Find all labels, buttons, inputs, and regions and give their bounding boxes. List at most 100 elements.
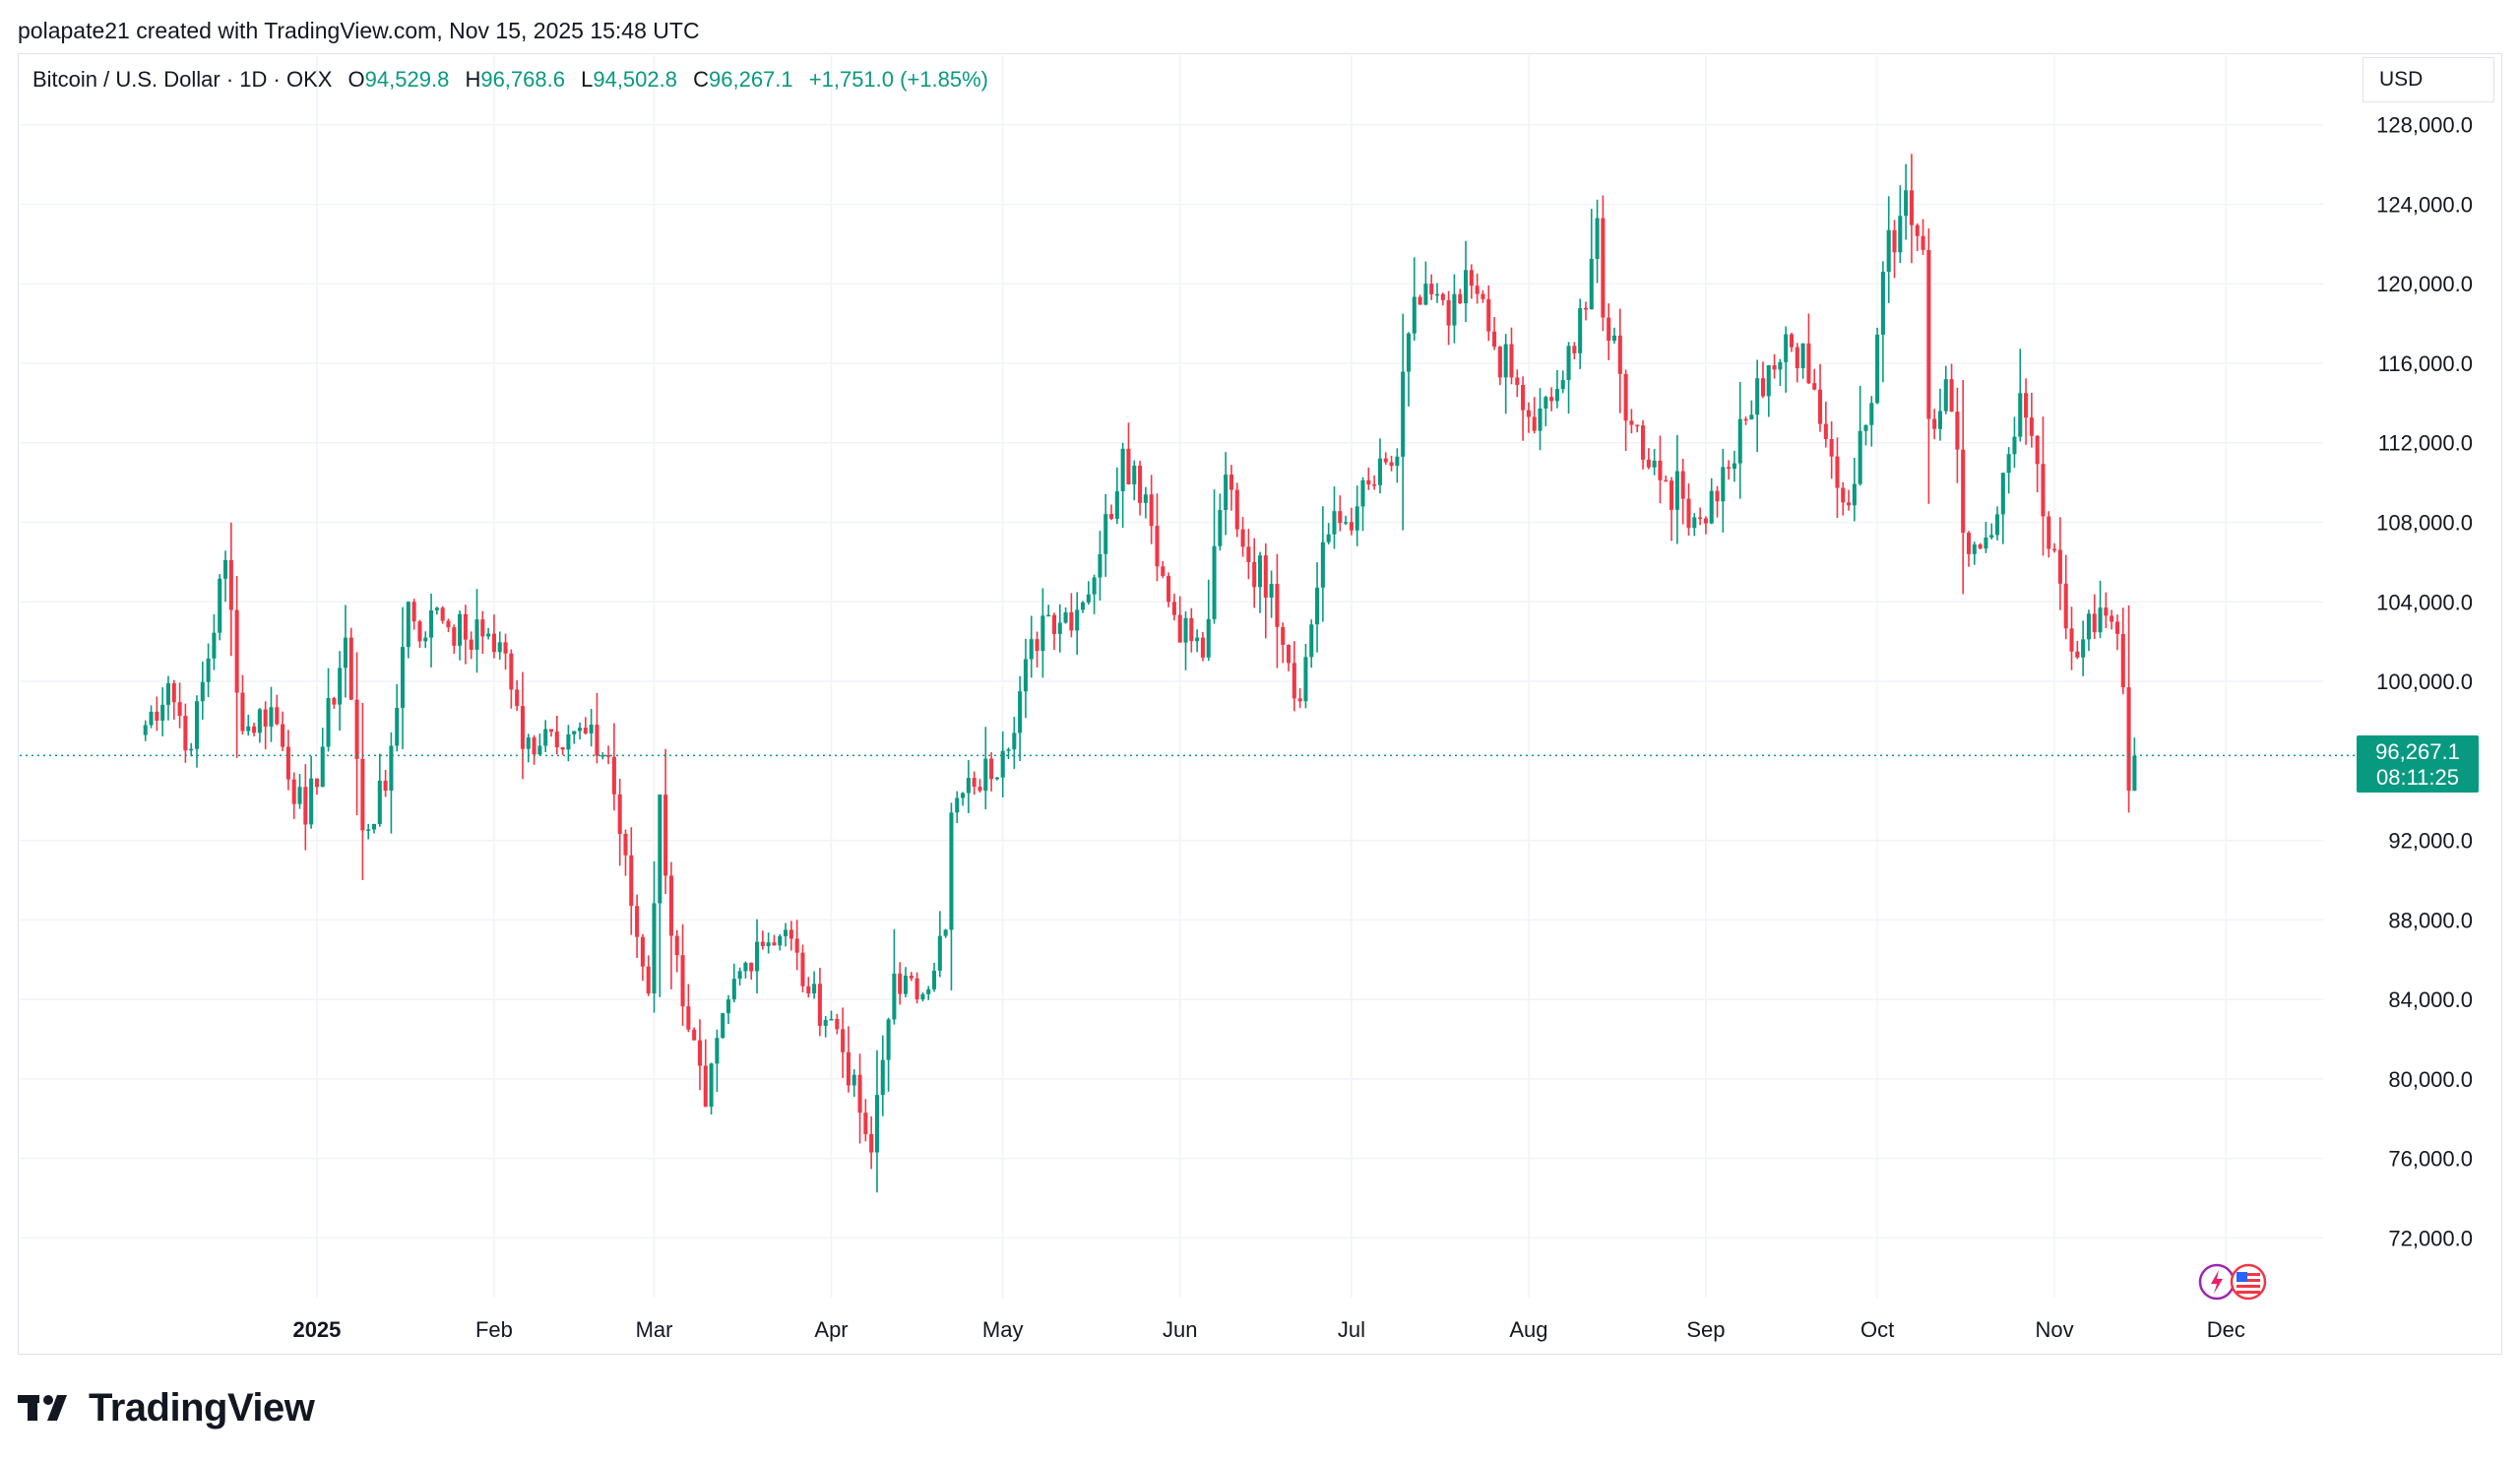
candle-body xyxy=(1475,286,1480,294)
us-flag-event-icon[interactable] xyxy=(2230,1263,2267,1301)
candle-body xyxy=(715,1038,720,1064)
candle xyxy=(1206,579,1211,662)
candle xyxy=(611,723,616,811)
candle xyxy=(646,955,651,996)
candle-body xyxy=(652,903,657,994)
candle-body xyxy=(606,755,611,757)
chart-frame[interactable] xyxy=(18,53,2502,1355)
candle-body xyxy=(841,1029,846,1052)
candle-body xyxy=(1212,545,1217,619)
candle xyxy=(1401,313,1406,531)
candle xyxy=(1395,448,1400,483)
candle-body xyxy=(252,726,257,733)
candle-body xyxy=(1635,424,1640,427)
price-tick-label: 88,000.0 xyxy=(2388,908,2473,932)
candle-body xyxy=(1006,749,1011,751)
candle-body xyxy=(1646,459,1651,468)
candle xyxy=(1955,387,1960,483)
candle xyxy=(2114,614,2119,651)
candle-body xyxy=(835,1018,840,1030)
candle xyxy=(755,919,760,993)
candle xyxy=(1721,448,1726,533)
candle xyxy=(989,752,994,792)
candle xyxy=(189,742,194,757)
candle xyxy=(1578,298,1583,369)
candle xyxy=(1961,380,1966,595)
event-icons[interactable] xyxy=(2198,1262,2271,1302)
candle xyxy=(1497,346,1502,386)
candle xyxy=(2098,580,2103,639)
candle xyxy=(778,933,783,951)
candle-body xyxy=(548,729,554,732)
candle-body xyxy=(2114,621,2119,634)
candle-body xyxy=(257,709,262,733)
candle xyxy=(880,1035,885,1116)
candle-body xyxy=(1469,270,1474,286)
candle xyxy=(463,604,468,665)
candle xyxy=(1943,365,1948,414)
candle-body xyxy=(1063,611,1068,623)
candle-body xyxy=(943,929,948,936)
candle-body xyxy=(1572,346,1577,353)
candle-body xyxy=(515,689,520,707)
candle-body xyxy=(2063,583,2068,629)
candle xyxy=(749,962,754,981)
candle xyxy=(1880,261,1885,383)
lightning-event-icon[interactable] xyxy=(2198,1263,2236,1301)
candle-body xyxy=(784,929,788,937)
candle-body xyxy=(2057,549,2062,584)
candle-body xyxy=(543,729,548,746)
candle-body xyxy=(909,975,914,979)
candle-body xyxy=(1674,471,1679,510)
tradingview-brand[interactable]: TradingView xyxy=(18,1385,315,1430)
candle xyxy=(955,791,960,824)
candle-body xyxy=(366,829,371,831)
candle-body xyxy=(1452,293,1457,326)
candle-body xyxy=(1200,637,1205,658)
candle-body xyxy=(2092,613,2097,633)
candle xyxy=(2012,416,2017,469)
candle xyxy=(1869,396,1874,447)
candle xyxy=(269,686,274,742)
candle xyxy=(703,1039,708,1108)
currency-button[interactable]: USD xyxy=(2362,57,2494,102)
candle xyxy=(772,934,777,946)
candles xyxy=(143,154,2137,1193)
time-tick-label: Jul xyxy=(1338,1317,1365,1342)
candle xyxy=(1183,611,1188,670)
candle xyxy=(1114,467,1119,525)
candle-body xyxy=(668,875,673,936)
candle-body xyxy=(1715,490,1720,502)
symbol-name[interactable]: Bitcoin / U.S. Dollar · 1D · OKX xyxy=(32,67,333,92)
candle xyxy=(543,720,548,753)
candle xyxy=(2000,472,2005,544)
candle-body xyxy=(1703,518,1708,524)
candle-body xyxy=(1040,615,1045,652)
time-tick-label: Aug xyxy=(1509,1317,1547,1342)
candle xyxy=(1538,388,1543,451)
symbol-legend[interactable]: Bitcoin / U.S. Dollar · 1D · OKX O94,529… xyxy=(32,67,988,93)
candle-body xyxy=(1892,229,1897,253)
candle-body xyxy=(966,778,971,794)
candle xyxy=(1320,506,1325,622)
candle xyxy=(583,717,588,735)
candle xyxy=(469,631,473,660)
candlestick-chart[interactable]: 128,000.0 124,000.0 120,000.0 116,000.0 112,… xyxy=(0,0,2520,1378)
candle xyxy=(474,589,479,673)
candle-body xyxy=(823,1020,828,1026)
candle-body xyxy=(234,609,239,693)
candle xyxy=(1018,675,1023,762)
candle xyxy=(1029,615,1034,678)
brand-name: TradingView xyxy=(89,1385,315,1430)
candle xyxy=(234,575,239,758)
candle-body xyxy=(731,979,736,1000)
price-axis[interactable]: 128,000.0 124,000.0 120,000.0 116,000.0 112,… xyxy=(2376,113,2473,1251)
candle xyxy=(263,701,268,750)
candle-body xyxy=(360,758,365,831)
candle-body xyxy=(926,988,931,994)
candle-body xyxy=(1972,543,1977,554)
price-tick-label: 116,000.0 xyxy=(2378,351,2473,376)
candle-body xyxy=(1138,465,1143,503)
candle xyxy=(1749,400,1754,420)
time-axis[interactable]: 2025 Feb Mar Apr May Jun Jul Aug Sep Oct Nov Dec xyxy=(292,1317,2244,1342)
